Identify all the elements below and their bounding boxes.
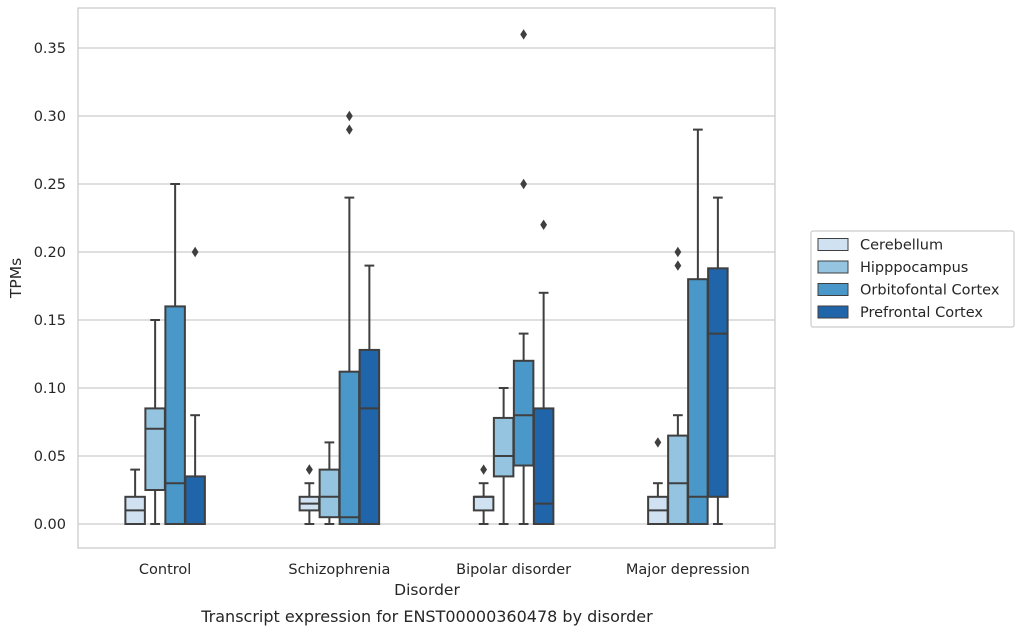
chart-caption: Transcript expression for ENST0000036047… <box>200 607 653 626</box>
outlier-point <box>520 29 528 40</box>
box-hipppocampus <box>667 246 689 526</box>
box-iqr <box>492 416 515 478</box>
legend-label: Hipppocampus <box>860 260 968 276</box>
y-tick-label: 0.35 <box>34 41 66 57</box>
x-tick-label: Schizophrenia <box>288 562 390 578</box>
outlier-point <box>520 178 528 190</box>
legend: Cerebellum Hipppocampus Orbitofontal Corte… <box>810 230 1015 328</box>
legend-frame <box>810 230 1015 328</box>
legend-swatch <box>817 283 849 296</box>
outlier-point <box>654 437 662 448</box>
box-iqr <box>144 407 166 491</box>
legend-swatch <box>817 305 849 319</box>
x-tick-labels: Control Schizophrenia Bipolar disorder Majo… <box>139 562 750 578</box>
box-iqr <box>164 305 186 525</box>
box-cerebellum <box>472 464 495 525</box>
legend-swatch <box>817 260 849 274</box>
box-cerebellum <box>124 468 146 525</box>
box-prefrontal-cortex <box>184 246 206 525</box>
box-iqr <box>472 495 495 512</box>
plot-frame <box>77 7 776 549</box>
y-tick-label: 0.25 <box>34 177 66 193</box>
outlier-point <box>674 260 682 271</box>
x-tick-label: Control <box>139 562 191 578</box>
y-axis-label: TPMs <box>7 258 25 299</box>
box-iqr <box>687 278 709 526</box>
outlier-point <box>480 464 488 475</box>
y-tick-label: 0.00 <box>34 517 66 533</box>
outlier-point <box>345 110 353 122</box>
box-iqr <box>358 348 381 526</box>
y-tick-label: 0.15 <box>34 313 66 329</box>
box-prefrontal-cortex <box>707 196 729 525</box>
box-iqr <box>532 407 555 525</box>
outlier-point <box>305 464 313 475</box>
box-series <box>124 29 729 526</box>
outlier-point <box>345 124 353 135</box>
box-orbitofontal-cortex <box>338 110 361 525</box>
box-hipppocampus <box>492 387 515 525</box>
box-prefrontal-cortex <box>532 219 555 525</box>
box-prefrontal-cortex <box>358 264 381 526</box>
box-orbitofontal-cortex <box>687 128 709 526</box>
x-axis-label: Disorder <box>394 581 460 599</box>
box-orbitofontal-cortex <box>164 183 186 525</box>
box-iqr <box>707 267 729 498</box>
outlier-point <box>540 219 548 230</box>
box-iqr <box>667 434 689 526</box>
box-iqr <box>512 359 535 467</box>
box-iqr <box>318 468 341 519</box>
y-tick-label: 0.05 <box>34 449 66 465</box>
y-tick-label: 0.20 <box>34 245 66 261</box>
box-orbitofontal-cortex <box>512 29 535 525</box>
outlier-point <box>191 246 199 258</box>
legend-label: Cerebellum <box>860 238 943 254</box>
y-tick-label: 0.10 <box>34 381 66 397</box>
y-tick-labels: 0.00 0.05 0.10 0.15 0.20 0.25 0.30 0.35 <box>34 41 66 533</box>
box-hipppocampus <box>318 441 341 525</box>
box-iqr <box>338 370 361 525</box>
box-hipppocampus <box>144 319 166 525</box>
legend-swatch <box>817 238 849 251</box>
x-tick-label: Major depression <box>626 562 750 578</box>
box-iqr <box>184 475 206 525</box>
box-cerebellum <box>298 464 321 525</box>
outlier-point <box>674 246 682 258</box>
x-tick-label: Bipolar disorder <box>456 562 571 578</box>
y-tick-label: 0.30 <box>34 109 66 125</box>
legend-label: Orbitofontal Cortex <box>860 283 1000 299</box>
legend-label: Prefrontal Cortex <box>860 305 983 321</box>
